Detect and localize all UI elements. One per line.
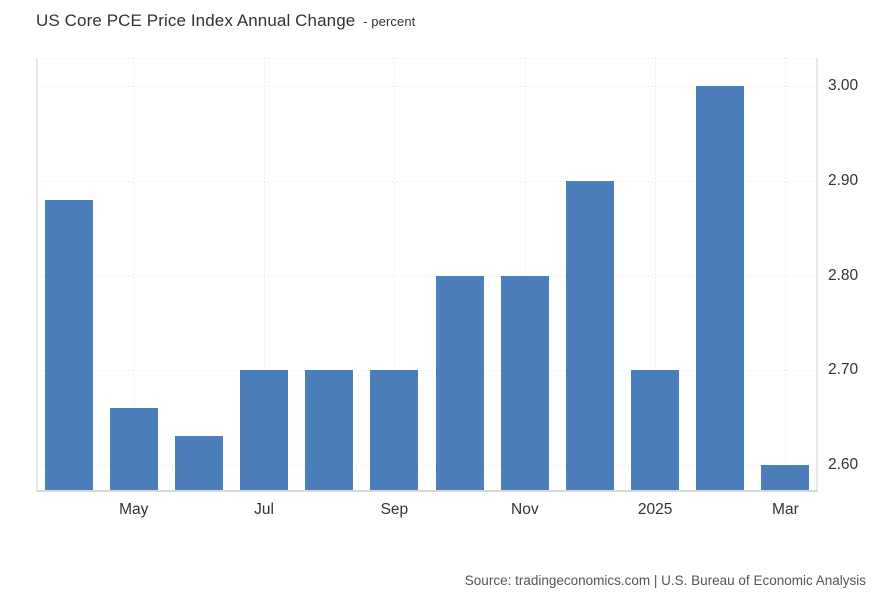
bar[interactable] xyxy=(305,370,354,490)
x-tick-label: Nov xyxy=(511,501,539,518)
x-gridline xyxy=(264,58,266,492)
plot-area xyxy=(36,58,818,492)
bar[interactable] xyxy=(500,275,549,490)
x-tick-label: Mar xyxy=(772,501,799,518)
bar[interactable] xyxy=(44,199,93,490)
chart-title: US Core PCE Price Index Annual Change - … xyxy=(36,11,415,31)
bar[interactable] xyxy=(565,180,614,490)
bar[interactable] xyxy=(240,370,289,490)
x-tick-label: Sep xyxy=(380,501,409,518)
x-tick-label: Jul xyxy=(254,501,275,518)
y-gridline xyxy=(36,464,818,466)
chart-title-unit: - percent xyxy=(363,14,416,29)
plot-border-right xyxy=(816,58,818,492)
x-gridline xyxy=(524,58,526,492)
bar[interactable] xyxy=(370,370,419,490)
y-gridline xyxy=(36,370,818,371)
plot-border-top xyxy=(36,58,818,59)
y-gridline xyxy=(36,275,818,277)
bar[interactable] xyxy=(435,275,484,490)
bar[interactable] xyxy=(761,464,810,490)
x-gridline xyxy=(394,58,396,492)
y-gridline xyxy=(36,86,818,88)
bar[interactable] xyxy=(109,407,158,490)
x-tick-label: 2025 xyxy=(637,501,673,518)
y-tick-label: 2.80 xyxy=(828,266,859,284)
x-gridline xyxy=(785,58,787,492)
x-gridline xyxy=(655,58,657,492)
chart-title-text: US Core PCE Price Index Annual Change xyxy=(36,11,356,30)
x-gridline xyxy=(133,58,135,492)
y-tick-label: 2.90 xyxy=(828,171,859,189)
bar[interactable] xyxy=(631,370,680,490)
x-axis-line xyxy=(36,490,818,492)
bar[interactable] xyxy=(696,86,745,490)
plot-border-left xyxy=(36,58,38,492)
y-tick-label: 2.70 xyxy=(828,361,859,378)
x-tick-label: May xyxy=(119,501,149,518)
y-tick-label: 3.00 xyxy=(828,77,859,95)
bar[interactable] xyxy=(174,436,223,490)
y-gridline xyxy=(36,180,818,182)
source-attribution: Source: tradingeconomics.com | U.S. Bure… xyxy=(464,573,866,588)
y-tick-label: 2.60 xyxy=(828,455,859,473)
